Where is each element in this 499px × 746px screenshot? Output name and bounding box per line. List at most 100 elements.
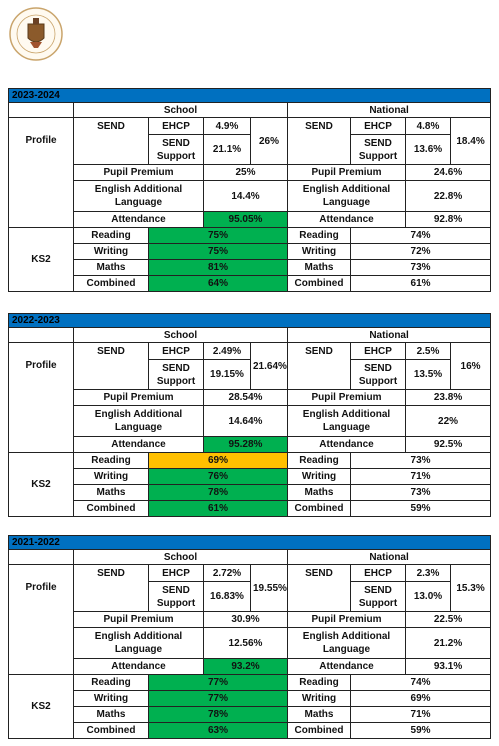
ks2-national-subject: Maths [287, 259, 351, 276]
national-heading: National [286, 549, 492, 565]
send-total: 26% [250, 117, 288, 165]
ks2-national-value: 74% [349, 674, 492, 691]
ks2-school-value: 61% [148, 500, 288, 517]
send-total: 15.3% [449, 564, 492, 612]
attendance-value: 93.2% [203, 658, 288, 675]
ks2-national-value: 69% [349, 690, 492, 707]
ks2-label: KS2 [8, 674, 74, 739]
ks2-subject: Combined [73, 275, 149, 292]
ks2-subject: Reading [73, 452, 149, 469]
send-label: SEND [73, 564, 149, 612]
send-support-label: SEND Support [350, 359, 406, 390]
ehcp-label: EHCP [148, 342, 204, 360]
ks2-school-value: 78% [148, 706, 288, 723]
year-header: 2023-2024 [7, 88, 492, 103]
school-heading: School [73, 327, 288, 343]
send-label: SEND [287, 117, 351, 165]
results-table: 2021-2022 School National Profile SEND EHCP 2.… [7, 535, 492, 739]
ehcp-label: EHCP [148, 564, 204, 582]
ks2-national-subject: Reading [287, 452, 351, 469]
ks2-national-value: 73% [349, 259, 492, 276]
eal-value: 22.8% [404, 180, 492, 212]
pupil-premium-value: 30.9% [203, 611, 288, 628]
attendance-label: Attendance [287, 658, 406, 675]
send-total: 21.64% [250, 342, 288, 390]
pupil-premium-label: Pupil Premium [287, 611, 406, 628]
send-support-value: 13.0% [405, 581, 451, 612]
attendance-value: 92.5% [404, 436, 492, 453]
ehcp-label: EHCP [350, 117, 406, 135]
results-table: 2022-2023 School National Profile SEND EHCP 2.… [7, 313, 492, 517]
year-header: 2021-2022 [7, 535, 492, 550]
ehcp-label: EHCP [350, 564, 406, 582]
year-header: 2022-2023 [7, 313, 492, 328]
ks2-national-subject: Maths [287, 706, 351, 723]
attendance-value: 95.28% [203, 436, 288, 453]
eal-label: English Additional Language [73, 405, 204, 437]
ks2-subject: Maths [73, 484, 149, 501]
send-support-label: SEND Support [350, 581, 406, 612]
ks2-national-subject: Reading [287, 227, 351, 244]
send-total: 19.55% [250, 564, 288, 612]
ks2-national-value: 74% [349, 227, 492, 244]
ks2-national-value: 71% [349, 706, 492, 723]
national-heading: National [286, 327, 492, 343]
ks2-school-value: 77% [148, 690, 288, 707]
attendance-label: Attendance [73, 211, 204, 228]
attendance-label: Attendance [287, 211, 406, 228]
ks2-national-subject: Combined [287, 275, 351, 292]
send-support-value: 19.15% [203, 359, 251, 390]
ks2-school-value: 63% [148, 722, 288, 739]
ks2-subject: Writing [73, 468, 149, 485]
pupil-premium-label: Pupil Premium [287, 164, 406, 181]
eal-value: 22% [404, 405, 492, 437]
ks2-national-value: 72% [349, 243, 492, 260]
ks2-national-subject: Maths [287, 484, 351, 501]
ks2-national-value: 73% [349, 484, 492, 501]
school-heading: School [73, 549, 288, 565]
send-total: 18.4% [449, 117, 492, 165]
pupil-premium-value: 23.8% [404, 389, 492, 406]
ks2-national-subject: Reading [287, 674, 351, 691]
ks2-subject: Reading [73, 674, 149, 691]
ehcp-label: EHCP [148, 117, 204, 135]
ehcp-value: 2.72% [203, 564, 251, 582]
ehcp-value: 2.3% [405, 564, 451, 582]
ks2-label: KS2 [8, 227, 74, 292]
ks2-label: KS2 [8, 452, 74, 517]
pupil-premium-value: 25% [203, 164, 288, 181]
ks2-national-subject: Combined [287, 500, 351, 517]
pupil-premium-value: 24.6% [404, 164, 492, 181]
ks2-national-subject: Writing [287, 468, 351, 485]
eal-label: English Additional Language [287, 405, 406, 437]
ehcp-value: 4.8% [405, 117, 451, 135]
eal-label: English Additional Language [287, 180, 406, 212]
send-label: SEND [287, 564, 351, 612]
eal-value: 21.2% [404, 627, 492, 659]
send-support-value: 16.83% [203, 581, 251, 612]
ks2-subject: Writing [73, 243, 149, 260]
ks2-school-value: 75% [148, 227, 288, 244]
send-support-value: 13.6% [405, 134, 451, 165]
ks2-subject: Writing [73, 690, 149, 707]
eal-label: English Additional Language [287, 627, 406, 659]
send-support-value: 21.1% [203, 134, 251, 165]
send-support-label: SEND Support [350, 134, 406, 165]
attendance-label: Attendance [73, 436, 204, 453]
pupil-premium-label: Pupil Premium [287, 389, 406, 406]
blank-cell [8, 102, 74, 118]
national-heading: National [286, 102, 492, 118]
ks2-school-value: 76% [148, 468, 288, 485]
attendance-value: 92.8% [404, 211, 492, 228]
send-label: SEND [73, 117, 149, 165]
ks2-subject: Combined [73, 722, 149, 739]
results-table: 2023-2024 School National Profile SEND EHCP 4.… [7, 88, 492, 292]
eal-label: English Additional Language [73, 180, 204, 212]
ks2-school-value: 77% [148, 674, 288, 691]
ks2-national-subject: Writing [287, 243, 351, 260]
eal-value: 14.4% [203, 180, 288, 212]
pupil-premium-value: 28.54% [203, 389, 288, 406]
blank-cell [8, 549, 74, 565]
ehcp-value: 4.9% [203, 117, 251, 135]
ks2-subject: Maths [73, 259, 149, 276]
